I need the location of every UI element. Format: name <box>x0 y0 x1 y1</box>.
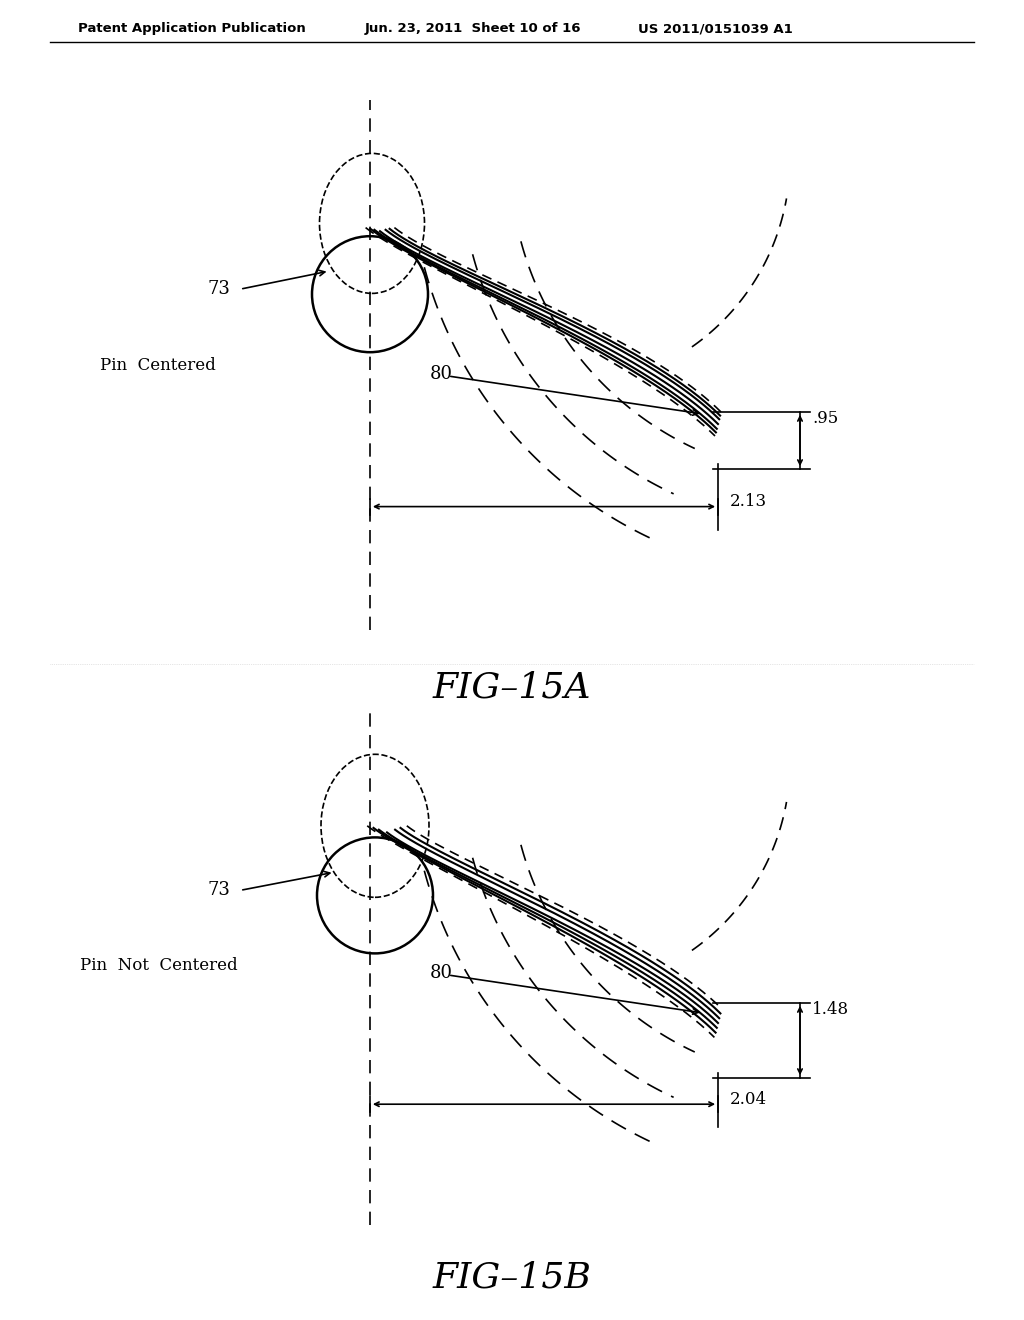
Text: 73: 73 <box>207 280 230 298</box>
Text: 2.04: 2.04 <box>730 1090 767 1107</box>
Text: .95: .95 <box>812 411 839 426</box>
Text: 80: 80 <box>430 964 453 982</box>
Text: 80: 80 <box>430 366 453 383</box>
Text: 1.48: 1.48 <box>812 1001 849 1018</box>
Text: FIG–15B: FIG–15B <box>432 1261 592 1295</box>
Text: 73: 73 <box>207 882 230 899</box>
Text: Pin  Not  Centered: Pin Not Centered <box>80 957 238 974</box>
Text: Patent Application Publication: Patent Application Publication <box>78 22 306 36</box>
Text: US 2011/0151039 A1: US 2011/0151039 A1 <box>638 22 793 36</box>
Text: FIG–15A: FIG–15A <box>433 671 591 704</box>
Text: Pin  Centered: Pin Centered <box>100 356 216 374</box>
Text: 2.13: 2.13 <box>730 494 767 510</box>
Text: Jun. 23, 2011  Sheet 10 of 16: Jun. 23, 2011 Sheet 10 of 16 <box>365 22 582 36</box>
